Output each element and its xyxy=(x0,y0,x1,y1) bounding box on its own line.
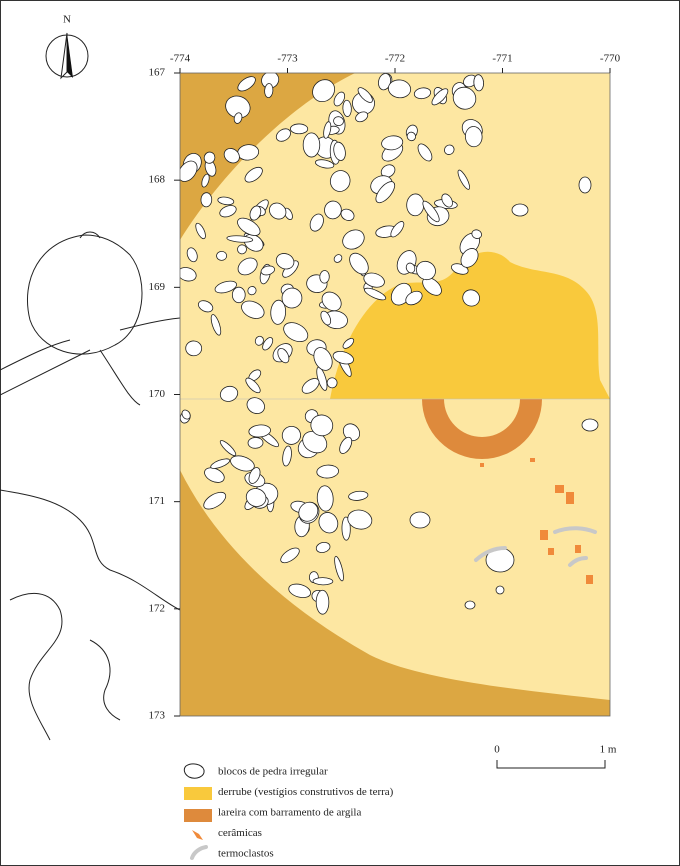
stone xyxy=(582,419,598,431)
scale-start: 0 xyxy=(494,744,500,756)
stone xyxy=(579,177,591,193)
stone xyxy=(290,124,307,134)
y-label: 172 xyxy=(149,602,166,614)
stone xyxy=(201,192,212,207)
stone xyxy=(313,577,333,585)
legend-label: blocos de pedra irregular xyxy=(218,766,328,778)
stone xyxy=(248,437,263,448)
site-plan: -774 -773 -772 -771 -770 167 168 169 170 171 172 17… xyxy=(0,0,680,866)
stone xyxy=(465,601,475,609)
stone xyxy=(232,287,245,303)
stone xyxy=(410,512,430,528)
x-label: -772 xyxy=(385,53,405,65)
legend-label: derrube (vestígios construtivos de terra… xyxy=(218,786,394,798)
stone xyxy=(320,270,330,283)
y-label: 169 xyxy=(149,281,166,293)
x-label: -770 xyxy=(600,53,621,65)
stone xyxy=(512,204,528,216)
x-label: -774 xyxy=(170,53,191,65)
x-label: -773 xyxy=(277,53,298,65)
y-label: 168 xyxy=(149,174,166,186)
stone xyxy=(316,590,329,614)
y-label: 170 xyxy=(149,388,166,400)
map-area xyxy=(175,68,610,716)
legend-label: termoclastos xyxy=(218,848,274,860)
legend-label: cerâmicas xyxy=(218,827,262,839)
stone xyxy=(217,251,227,260)
scale-end: 1 m xyxy=(600,744,617,756)
x-label: -771 xyxy=(492,53,512,65)
y-label: 173 xyxy=(149,710,166,722)
north-label: N xyxy=(63,14,71,26)
stone xyxy=(185,341,202,357)
stone xyxy=(496,586,504,594)
y-label: 171 xyxy=(149,495,166,507)
legend-label: lareira com barramento de argila xyxy=(218,807,361,819)
y-label: 167 xyxy=(149,67,166,79)
stone xyxy=(303,133,320,157)
